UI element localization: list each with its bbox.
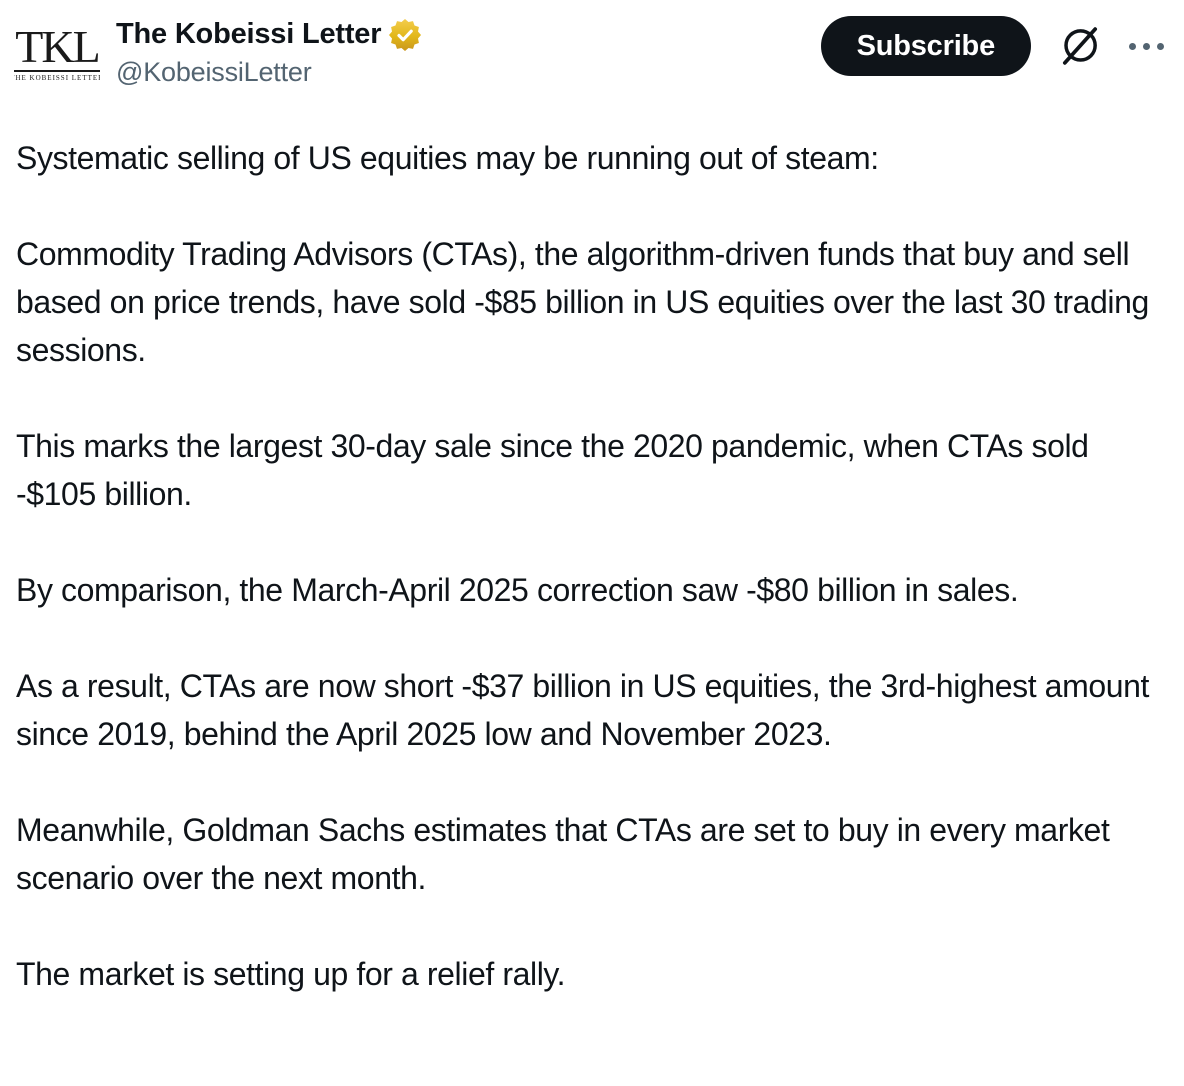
- tweet-body: Systematic selling of US equities may be…: [0, 134, 1184, 998]
- tweet-header: TKL THE KOBEISSI LETTER The Kobeissi Let…: [0, 0, 1184, 96]
- more-options-icon[interactable]: [1129, 42, 1164, 50]
- avatar-monogram: TKL: [15, 20, 100, 72]
- tweet-paragraph: This marks the largest 30-day sale since…: [16, 428, 1089, 512]
- tweet-paragraph: As a result, CTAs are now short -$37 bil…: [16, 668, 1150, 752]
- display-name[interactable]: The Kobeissi Letter: [116, 18, 382, 50]
- header-actions: Subscribe: [820, 10, 1164, 76]
- tweet-paragraph: The market is setting up for a relief ra…: [16, 956, 566, 992]
- grok-icon[interactable]: [1059, 25, 1101, 67]
- tweet-paragraph: By comparison, the March-April 2025 corr…: [16, 572, 1019, 608]
- avatar[interactable]: TKL THE KOBEISSI LETTER: [14, 10, 100, 96]
- author-block: The Kobeissi Letter @KobeissiLetter: [116, 10, 422, 88]
- gold-verified-badge-icon: [389, 18, 422, 51]
- user-handle[interactable]: @KobeissiLetter: [116, 57, 312, 87]
- avatar-caption: THE KOBEISSI LETTER: [14, 69, 100, 82]
- tweet-paragraph: Meanwhile, Goldman Sachs estimates that …: [16, 812, 1110, 896]
- tweet-paragraph: Systematic selling of US equities may be…: [16, 140, 879, 176]
- tweet-paragraph: Commodity Trading Advisors (CTAs), the a…: [16, 236, 1149, 368]
- subscribe-button[interactable]: Subscribe: [820, 16, 1031, 76]
